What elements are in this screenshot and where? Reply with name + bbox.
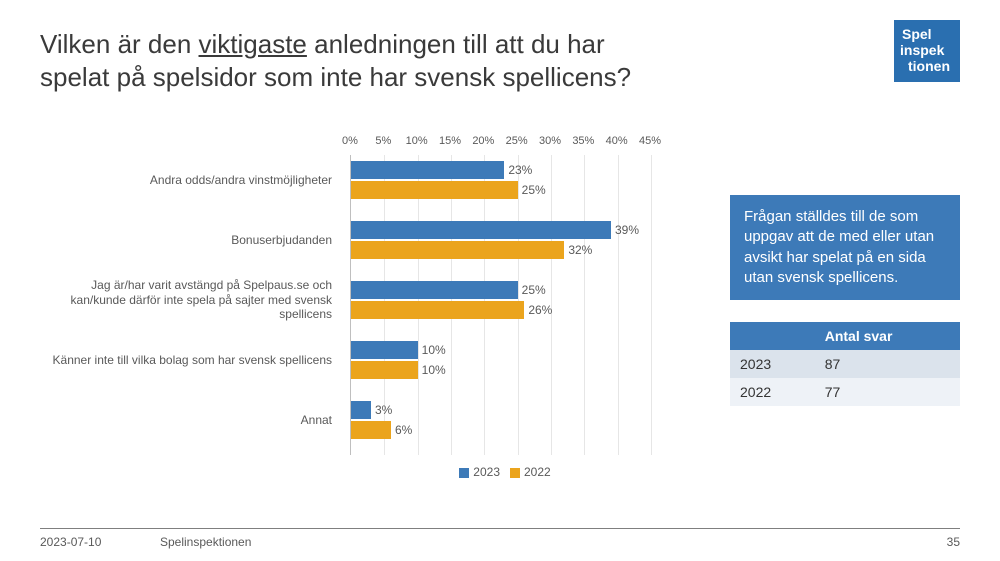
title-pre: Vilken är den (40, 29, 199, 59)
bar-2022 (351, 241, 564, 259)
category-label: Andra odds/andra vinstmöjligheter (40, 161, 340, 199)
x-axis: 0%5%10%15%20%25%30%35%40%45% (350, 135, 650, 155)
logo-line-3: tionen (906, 58, 952, 74)
x-tick: 0% (335, 135, 365, 147)
bar-value-label: 23% (504, 161, 532, 179)
bar-2023 (351, 161, 504, 179)
bar-2023 (351, 281, 518, 299)
legend-label: 2023 (473, 465, 500, 479)
table-header-count: Antal svar (815, 322, 960, 350)
bar-value-label: 10% (418, 341, 446, 359)
logo: Spel inspek tionen (894, 20, 960, 82)
legend: 2023 2022 (350, 465, 650, 479)
table-row: 202277 (730, 378, 960, 406)
x-tick: 45% (635, 135, 665, 147)
bar-value-label: 10% (418, 361, 446, 379)
table-row: 202387 (730, 350, 960, 378)
plot-area: 23% 25% 39% 32% 25% 26% 10% 10% 3% 6% (350, 155, 650, 455)
bar-value-label: 25% (518, 281, 546, 299)
slide: { "logo": { "l1": "Spel", "l2": "inspek"… (0, 0, 1000, 561)
grid-line (651, 155, 652, 455)
bar-value-label: 26% (524, 301, 552, 319)
footer-page: 35 (920, 535, 960, 549)
x-tick: 10% (402, 135, 432, 147)
page-title: Vilken är den viktigaste anledningen til… (40, 28, 660, 93)
category-labels: Andra odds/andra vinstmöjligheter Bonuser… (40, 155, 340, 455)
logo-box: Spel inspek tionen (894, 20, 960, 82)
bar-value-label: 25% (518, 181, 546, 199)
bar-value-label: 3% (371, 401, 392, 419)
callout-box: Frågan ställdes till de som uppgav att d… (730, 195, 960, 300)
responses-table: Antal svar 202387202277 (730, 322, 960, 406)
bar-2023 (351, 401, 371, 419)
right-column: Frågan ställdes till de som uppgav att d… (730, 195, 960, 406)
table-header-empty (730, 322, 815, 350)
x-tick: 20% (468, 135, 498, 147)
category-label: Annat (40, 401, 340, 439)
x-tick: 35% (568, 135, 598, 147)
bar-2022 (351, 181, 518, 199)
title-underlined: viktigaste (199, 29, 307, 59)
bar-2022 (351, 421, 391, 439)
x-tick: 30% (535, 135, 565, 147)
chart: 0%5%10%15%20%25%30%35%40%45% 23%25%39%32… (40, 135, 660, 505)
logo-line-2: inspek (898, 42, 952, 58)
table-cell: 2022 (730, 378, 815, 406)
x-tick: 25% (502, 135, 532, 147)
x-tick: 5% (368, 135, 398, 147)
table-cell: 2023 (730, 350, 815, 378)
bar-value-label: 39% (611, 221, 639, 239)
footer-date: 2023-07-10 (40, 535, 160, 549)
main-area: 0%5%10%15%20%25%30%35%40%45% 23%25%39%32… (40, 135, 960, 505)
table-cell: 87 (815, 350, 960, 378)
legend-label: 2022 (524, 465, 551, 479)
table-cell: 77 (815, 378, 960, 406)
category-label: Jag är/har varit avstängd på Spelpaus.se… (40, 281, 340, 319)
bar-value-label: 6% (391, 421, 412, 439)
bar-2023 (351, 341, 418, 359)
bar-value-label: 32% (564, 241, 592, 259)
bar-2022 (351, 361, 418, 379)
x-tick: 40% (602, 135, 632, 147)
legend-swatch (459, 468, 469, 478)
category-label: Känner inte till vilka bolag som har sve… (40, 341, 340, 379)
footer-org: Spelinspektionen (160, 535, 920, 549)
grid-line (618, 155, 619, 455)
logo-line-1: Spel (902, 26, 952, 42)
x-tick: 15% (435, 135, 465, 147)
footer: 2023-07-10 Spelinspektionen 35 (40, 528, 960, 549)
grid-line (584, 155, 585, 455)
bar-2023 (351, 221, 611, 239)
bar-2022 (351, 301, 524, 319)
legend-swatch (510, 468, 520, 478)
category-label: Bonuserbjudanden (40, 221, 340, 259)
